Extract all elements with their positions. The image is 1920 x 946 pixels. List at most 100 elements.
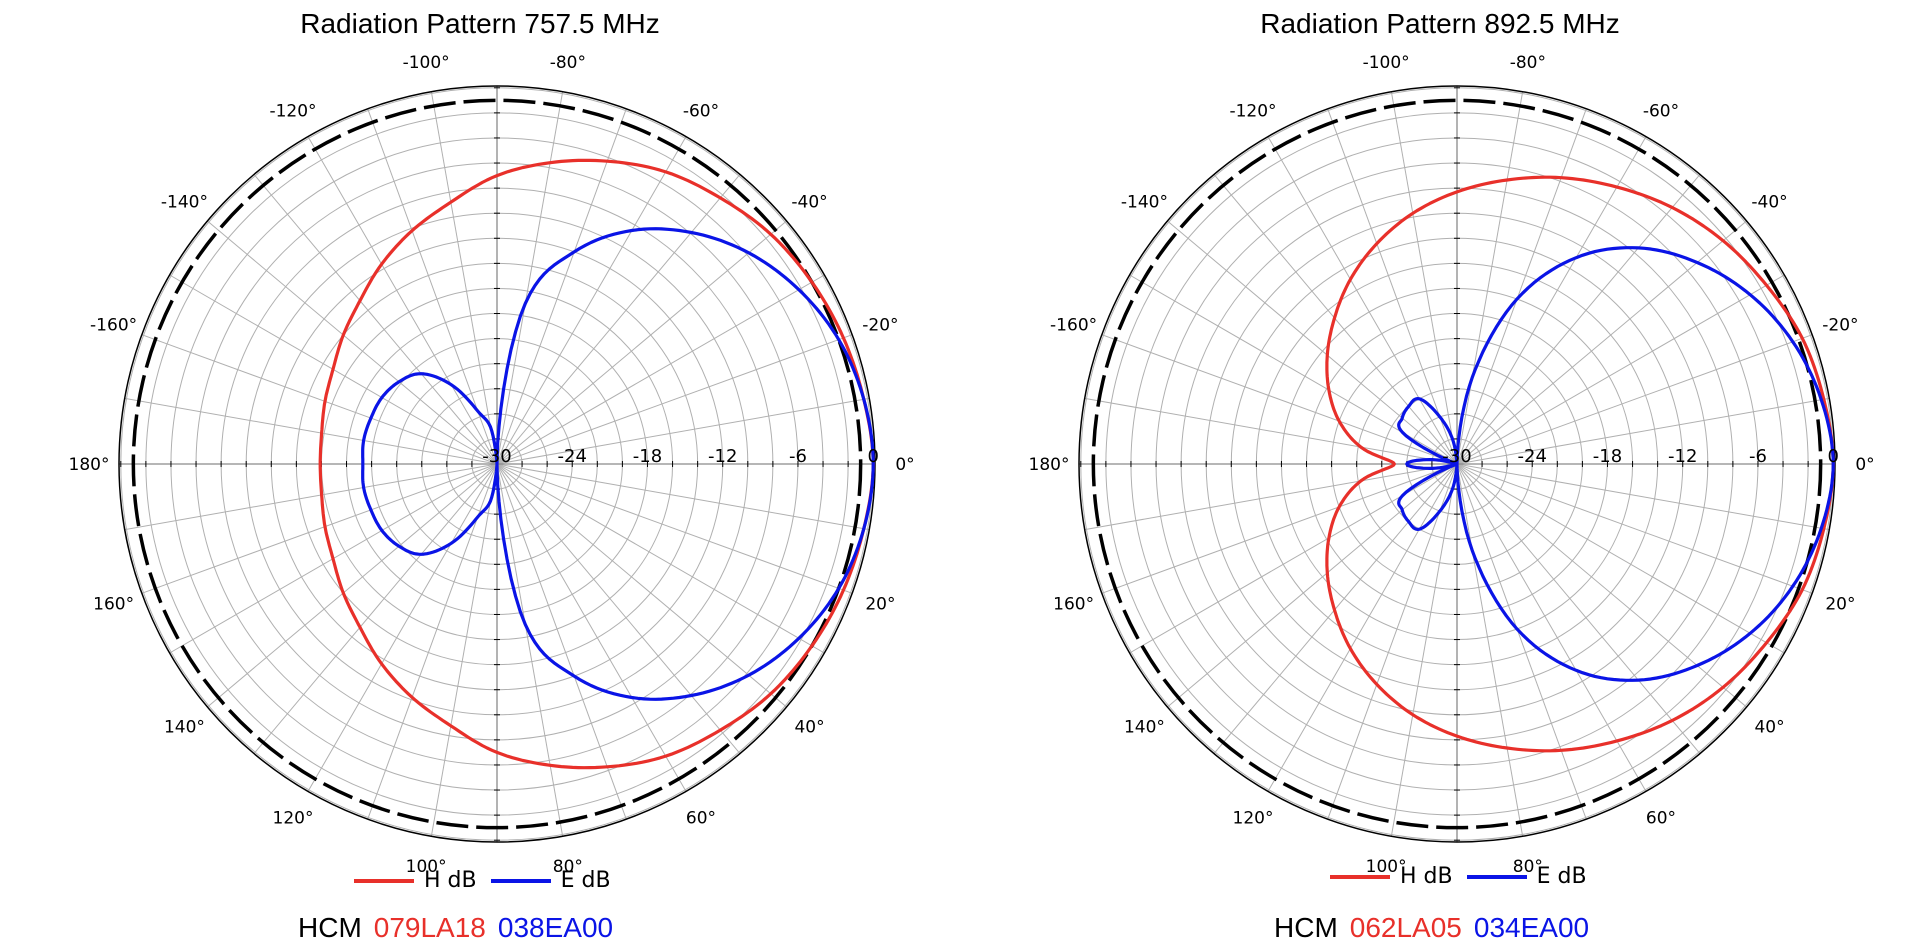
theta-label: 100° (406, 857, 447, 877)
grid-spoke (1456, 334, 1813, 465)
grid-spoke (124, 463, 498, 531)
r-tick-label: -12 (708, 446, 737, 467)
e-swatch-icon (490, 878, 551, 883)
polar-frame (118, 85, 876, 843)
grid-spoke (430, 463, 498, 837)
grid-spoke (1456, 220, 1747, 465)
grid-spoke (1456, 174, 1701, 465)
theta-label: 0° (1855, 455, 1874, 475)
grid-spoke (141, 334, 498, 465)
theta-label: -20° (862, 315, 898, 335)
theta-label: 40° (794, 717, 824, 737)
theta-label: -100° (403, 53, 450, 73)
theta-label: -100° (1363, 53, 1410, 73)
r-tick-label: -12 (1668, 446, 1697, 467)
grid-spoke (496, 463, 825, 654)
theta-label: -160° (1050, 315, 1097, 335)
grid-spoke (1456, 463, 1647, 792)
grid-spoke (1456, 463, 1747, 708)
grid-spoke (496, 463, 627, 820)
theta-label: 20° (1825, 595, 1855, 615)
theta-label: -80° (550, 53, 586, 73)
grid-spoke (496, 463, 687, 792)
legend-entry-h: H dB (354, 868, 477, 893)
legend: H dB E dB (1330, 864, 1587, 889)
series-line-e (361, 227, 875, 701)
grid-spoke (496, 463, 870, 531)
theta-label: -120° (1229, 102, 1276, 122)
legend-entry-h: H dB (1330, 864, 1453, 889)
footer-h-code: 079LA18 (373, 912, 486, 943)
theta-label: -140° (1121, 193, 1168, 213)
legend-label-e: E dB (560, 868, 611, 893)
theta-label: -40° (1751, 193, 1787, 213)
theta-label: 60° (686, 808, 716, 828)
reference-circle (131, 98, 863, 830)
grid-spoke (1101, 334, 1458, 465)
grid-spoke (1456, 108, 1587, 465)
grid-spoke (496, 108, 627, 465)
r-tick-label: 0 (867, 446, 878, 467)
grid-spoke (1267, 463, 1458, 792)
theta-label: 180° (1029, 455, 1070, 475)
grid-spoke (1456, 136, 1647, 465)
r-tick-label: -30 (1442, 446, 1471, 467)
theta-label: 80° (1513, 857, 1543, 877)
grid-spoke (496, 174, 741, 465)
r-tick-label: 0 (1827, 446, 1838, 467)
footer-e-code: 038EA00 (497, 912, 614, 943)
h-swatch-icon (354, 878, 414, 883)
h-swatch-icon (1330, 874, 1390, 879)
grid-spoke (367, 463, 498, 820)
r-tick-label: -30 (482, 446, 511, 467)
chart-757: Radiation Pattern 757.5 MHz -30 -24 -18 -12… (69, 8, 915, 944)
grid-spoke (496, 463, 787, 708)
grid-spoke (253, 174, 498, 465)
r-tick-label: -24 (558, 446, 587, 467)
grid-spoke (1456, 463, 1830, 531)
theta-label: 180° (69, 455, 110, 475)
grid-spoke (496, 397, 870, 465)
grid-spoke (1327, 463, 1458, 820)
grid-spoke (1084, 397, 1458, 465)
grid-spoke (496, 136, 687, 465)
theta-label: -160° (90, 315, 137, 335)
chart-title: Radiation Pattern 892.5 MHz (1260, 8, 1620, 39)
grid-spoke (1327, 108, 1458, 465)
grid-spoke (141, 463, 498, 594)
grid-spoke (1390, 91, 1458, 465)
grid-spoke (1456, 463, 1587, 820)
legend: H dB E dB (354, 868, 611, 893)
footer-h-code: 062LA05 (1349, 912, 1462, 943)
model-footer: HCM 079LA18 038EA00 (298, 912, 625, 944)
grid-spoke (1456, 274, 1785, 465)
grid-spoke (1456, 463, 1813, 594)
reference-circle (1091, 98, 1823, 830)
theta-label: 60° (1646, 808, 1676, 828)
grid-spoke (1084, 463, 1458, 531)
theta-label: 20° (865, 595, 895, 615)
grid-spoke (430, 91, 498, 465)
chart-title: Radiation Pattern 757.5 MHz (300, 8, 660, 39)
theta-label: 140° (1124, 717, 1165, 737)
legend-entry-e: E dB (1466, 864, 1587, 889)
r-tick-label: -24 (1518, 446, 1547, 467)
grid-spoke (1456, 463, 1785, 654)
legend-label-h: H dB (424, 868, 477, 893)
theta-label: -120° (269, 102, 316, 122)
r-tick-label: -6 (1749, 446, 1767, 467)
theta-label: 120° (273, 808, 314, 828)
grid-spoke (496, 91, 564, 465)
grid-spoke (307, 136, 498, 465)
grid-spoke (307, 463, 498, 792)
grid-spoke (1456, 91, 1524, 465)
theta-label: 140° (164, 717, 205, 737)
model-footer: HCM 062LA05 034EA00 (1274, 912, 1601, 944)
grid-spoke (496, 463, 564, 837)
grid-spoke (496, 274, 825, 465)
grid-spoke (1456, 397, 1830, 465)
r-tick-label: -18 (633, 446, 662, 467)
footer-e-code: 034EA00 (1473, 912, 1590, 943)
grid-spoke (496, 334, 853, 465)
grid-spoke (1456, 463, 1524, 837)
